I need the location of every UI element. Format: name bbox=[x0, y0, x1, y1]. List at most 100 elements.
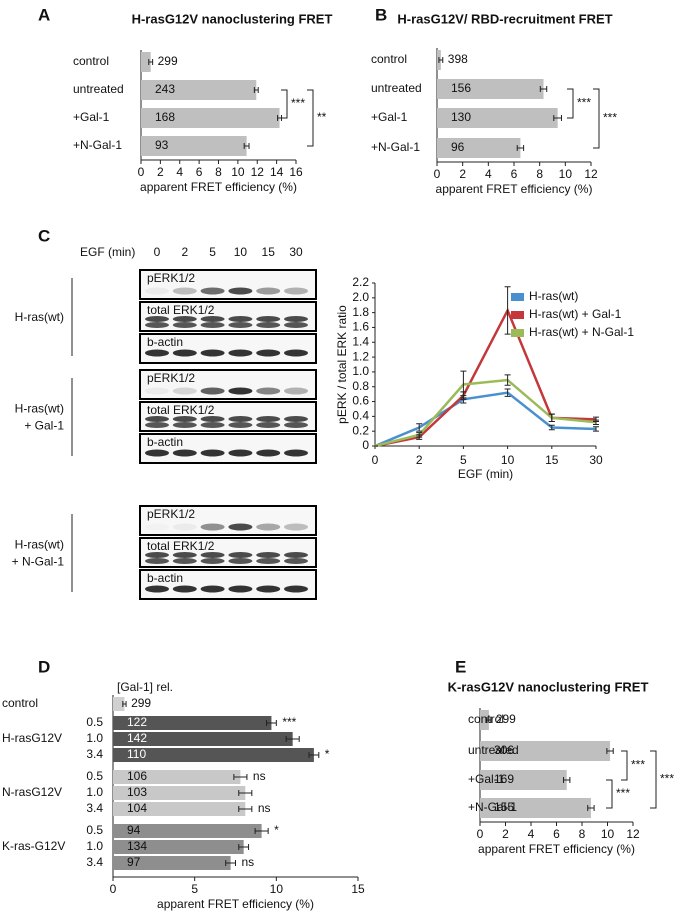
blot-band bbox=[145, 558, 169, 564]
chart-title: H-rasG12V/ RBD-recruitment FRET bbox=[397, 11, 612, 26]
x-axis-label: apparent FRET efficiency (%) bbox=[157, 897, 314, 911]
error-bar bbox=[225, 860, 236, 866]
blot-band bbox=[145, 422, 169, 428]
significance-label: *** bbox=[631, 758, 645, 772]
category-label: +N-Gal-1 bbox=[371, 140, 420, 154]
blot-box bbox=[139, 569, 317, 600]
bar bbox=[113, 802, 246, 816]
x-tick-label: 0 bbox=[110, 882, 117, 896]
category-label: +Gal-1 bbox=[371, 110, 408, 124]
category-label: untreated bbox=[371, 81, 422, 95]
x-tick-label: 4 bbox=[528, 827, 535, 841]
blot-band bbox=[172, 558, 197, 564]
category-label: 0.5 bbox=[86, 715, 103, 729]
error-bar bbox=[593, 426, 599, 432]
blot-band bbox=[256, 422, 281, 428]
n-label: 122 bbox=[127, 715, 147, 729]
blot-band bbox=[145, 552, 169, 558]
error-bar bbox=[148, 59, 154, 65]
blot-band bbox=[256, 316, 281, 322]
blot-band bbox=[172, 287, 197, 295]
category-label: +N-Gal-1 bbox=[468, 800, 517, 814]
x-tick-label: 2 bbox=[459, 167, 466, 181]
x-tick-label: 30 bbox=[589, 453, 603, 467]
y-tick-label: 0.6 bbox=[352, 394, 369, 408]
significance-bracket bbox=[567, 88, 574, 119]
error-bar bbox=[233, 774, 248, 780]
blot-band bbox=[284, 422, 308, 428]
x-tick-label: 15 bbox=[545, 453, 559, 467]
blot-band bbox=[228, 349, 253, 357]
error-bar bbox=[122, 701, 127, 707]
significance-bracket bbox=[593, 88, 600, 149]
significance-label: *** bbox=[603, 111, 617, 125]
panel-letter: B bbox=[375, 5, 387, 24]
significance-bracket bbox=[307, 89, 314, 147]
category-label: 1.0 bbox=[86, 785, 103, 799]
blot-band bbox=[228, 449, 253, 457]
n-label: 97 bbox=[127, 855, 141, 869]
blot-band bbox=[200, 449, 225, 457]
panel-letter: A bbox=[38, 5, 50, 24]
blot-band bbox=[284, 287, 308, 295]
error-bar bbox=[238, 806, 253, 812]
blot-band bbox=[172, 585, 197, 593]
x-tick-label: 12 bbox=[626, 827, 640, 841]
bar bbox=[480, 798, 591, 818]
category-label: 0.5 bbox=[86, 769, 103, 783]
blot-band bbox=[200, 422, 225, 428]
category-label: control bbox=[371, 52, 407, 66]
blot-band bbox=[200, 523, 225, 531]
blot-band bbox=[256, 585, 281, 593]
bar bbox=[480, 741, 611, 761]
y-tick-label: 0.4 bbox=[352, 409, 369, 423]
blot-row-label: b-actin bbox=[147, 571, 183, 585]
y-tick-label: 0.8 bbox=[352, 379, 369, 393]
n-label: 110 bbox=[127, 747, 146, 761]
blot-band bbox=[228, 287, 253, 295]
bar bbox=[113, 824, 262, 838]
bar bbox=[480, 770, 567, 790]
n-label: 398 bbox=[448, 52, 468, 66]
bar bbox=[141, 52, 151, 72]
n-label: 243 bbox=[155, 82, 175, 96]
blot-band bbox=[145, 349, 169, 357]
blot-band bbox=[172, 316, 197, 322]
error-bar bbox=[254, 828, 269, 834]
category-label: +Gal-1 bbox=[468, 772, 505, 786]
error-bar bbox=[606, 748, 614, 754]
y-tick-label: 0.2 bbox=[352, 423, 369, 437]
series-line bbox=[374, 378, 597, 448]
x-axis-label: apparent FRET efficiency (%) bbox=[140, 180, 297, 194]
x-tick-label: 0 bbox=[372, 453, 379, 467]
significance-label: *** bbox=[616, 786, 630, 800]
blot-band bbox=[228, 558, 253, 564]
blot-band bbox=[200, 416, 225, 422]
x-tick-label: 2 bbox=[157, 165, 164, 179]
blot-band bbox=[200, 552, 225, 558]
blot-band bbox=[145, 287, 169, 295]
bar bbox=[141, 108, 280, 128]
blot-row-label: b-actin bbox=[147, 335, 183, 349]
blot-band bbox=[284, 585, 308, 593]
bar bbox=[437, 79, 544, 99]
category-label: 3.4 bbox=[86, 801, 103, 815]
significance-label: *** bbox=[577, 96, 591, 110]
blot-band bbox=[256, 558, 281, 564]
blot-band bbox=[172, 523, 197, 531]
legend-label: H-ras(wt) + Gal-1 bbox=[529, 307, 622, 321]
error-bar bbox=[238, 844, 250, 850]
n-label: 299 bbox=[496, 712, 516, 726]
error-bar bbox=[416, 423, 423, 432]
blot-row-label: total ERK1/2 bbox=[147, 303, 215, 317]
blot-band bbox=[145, 524, 169, 531]
time-tick-label: 0 bbox=[154, 245, 161, 259]
n-label: 103 bbox=[127, 785, 147, 799]
n-label: 169 bbox=[494, 772, 514, 786]
bar bbox=[113, 732, 293, 746]
x-tick-label: 10 bbox=[601, 827, 615, 841]
panel-letter: C bbox=[38, 226, 50, 245]
group-label: + N-Gal-1 bbox=[12, 555, 65, 569]
error-bar bbox=[593, 419, 599, 426]
